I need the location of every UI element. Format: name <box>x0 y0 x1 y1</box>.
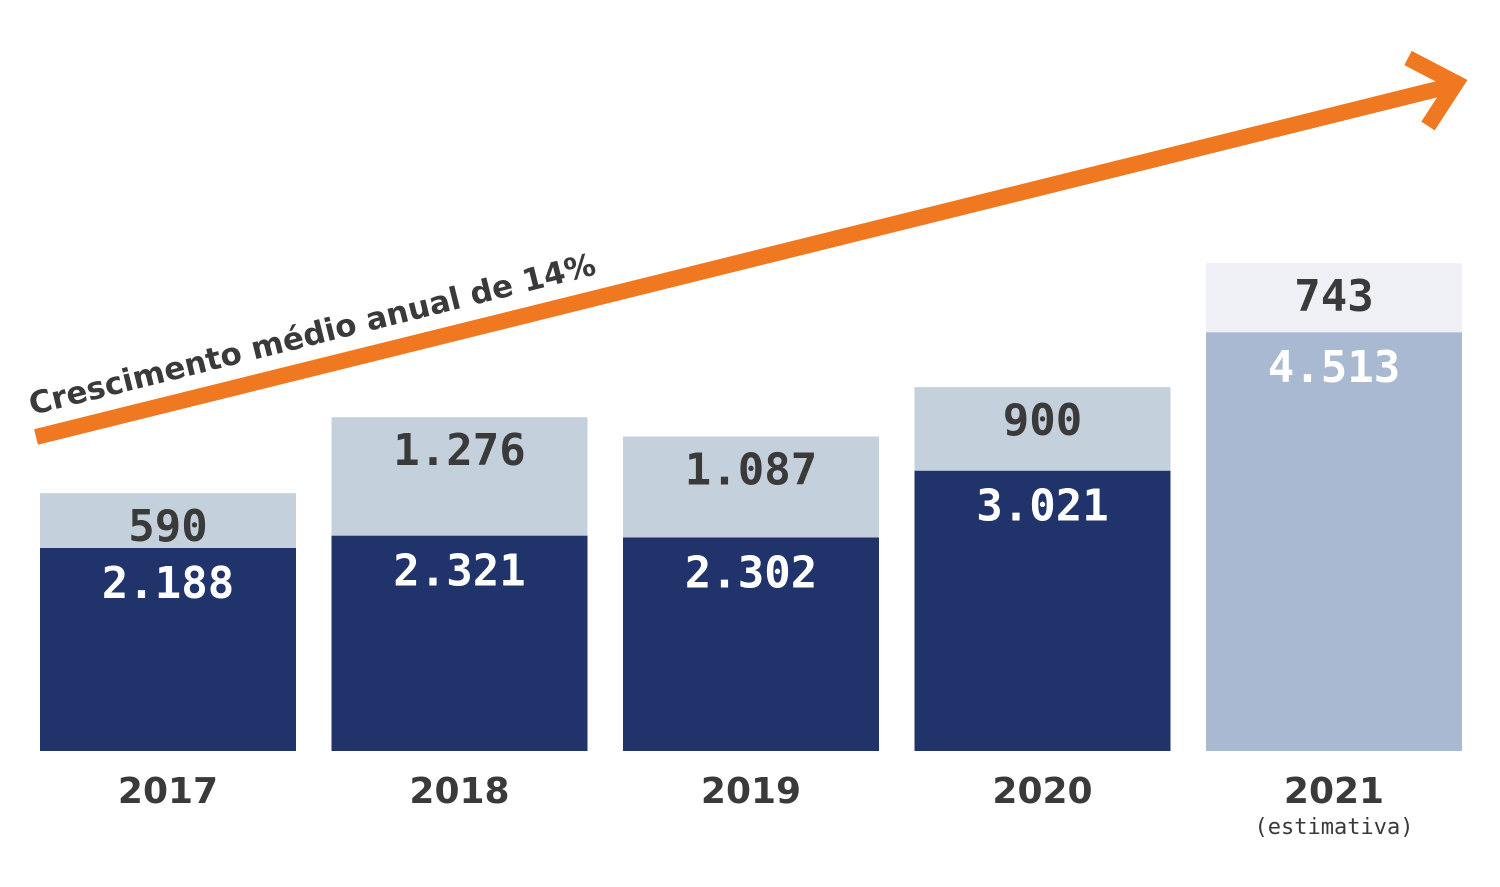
bar-top-2019 <box>623 436 879 538</box>
bar-top-2020 <box>914 387 1171 471</box>
trend-arrow-line <box>34 78 1452 445</box>
bar-top-2018 <box>331 417 588 536</box>
value-label-top-2018: 1.276 <box>393 425 525 476</box>
bar-base-2019 <box>623 537 879 751</box>
value-label-base-2021: 4.513 <box>1268 342 1400 393</box>
x-tick-2017: 2017 <box>118 771 218 812</box>
x-tick-2018: 2018 <box>409 771 509 812</box>
bar-base-2018 <box>331 535 588 751</box>
value-label-top-2017: 590 <box>128 501 207 552</box>
x-axis-ticks: 2017 2018 2019 2020 2021 (estimativa) <box>118 771 1414 840</box>
value-label-base-2017: 2.188 <box>102 558 234 609</box>
x-tick-note-2021: (estimativa) <box>1255 815 1414 840</box>
trend-arrow-head <box>1404 50 1468 131</box>
x-tick-2021: 2021 <box>1284 771 1384 812</box>
trend-label: Crescimento médio anual de 14% <box>25 247 599 423</box>
bar-top-2021 <box>1206 263 1462 333</box>
bar-base-2020 <box>914 470 1171 751</box>
value-label-base-2018: 2.321 <box>393 546 525 597</box>
value-label-top-2021: 743 <box>1294 271 1373 322</box>
value-label-base-2020: 3.021 <box>976 481 1108 532</box>
bar-base-2017 <box>40 547 296 751</box>
x-tick-2020: 2020 <box>992 771 1092 812</box>
bar-base-2021 <box>1206 332 1462 751</box>
value-label-top-2019: 1.087 <box>685 445 817 496</box>
bar-top-2017 <box>40 493 296 548</box>
x-tick-2019: 2019 <box>701 771 801 812</box>
value-label-top-2020: 900 <box>1003 395 1082 446</box>
value-labels-group: 590 2.188 1.276 2.321 1.087 2.302 900 3.021 743 4… <box>102 271 1400 609</box>
value-label-base-2019: 2.302 <box>685 547 817 598</box>
bars-group <box>40 263 1462 751</box>
